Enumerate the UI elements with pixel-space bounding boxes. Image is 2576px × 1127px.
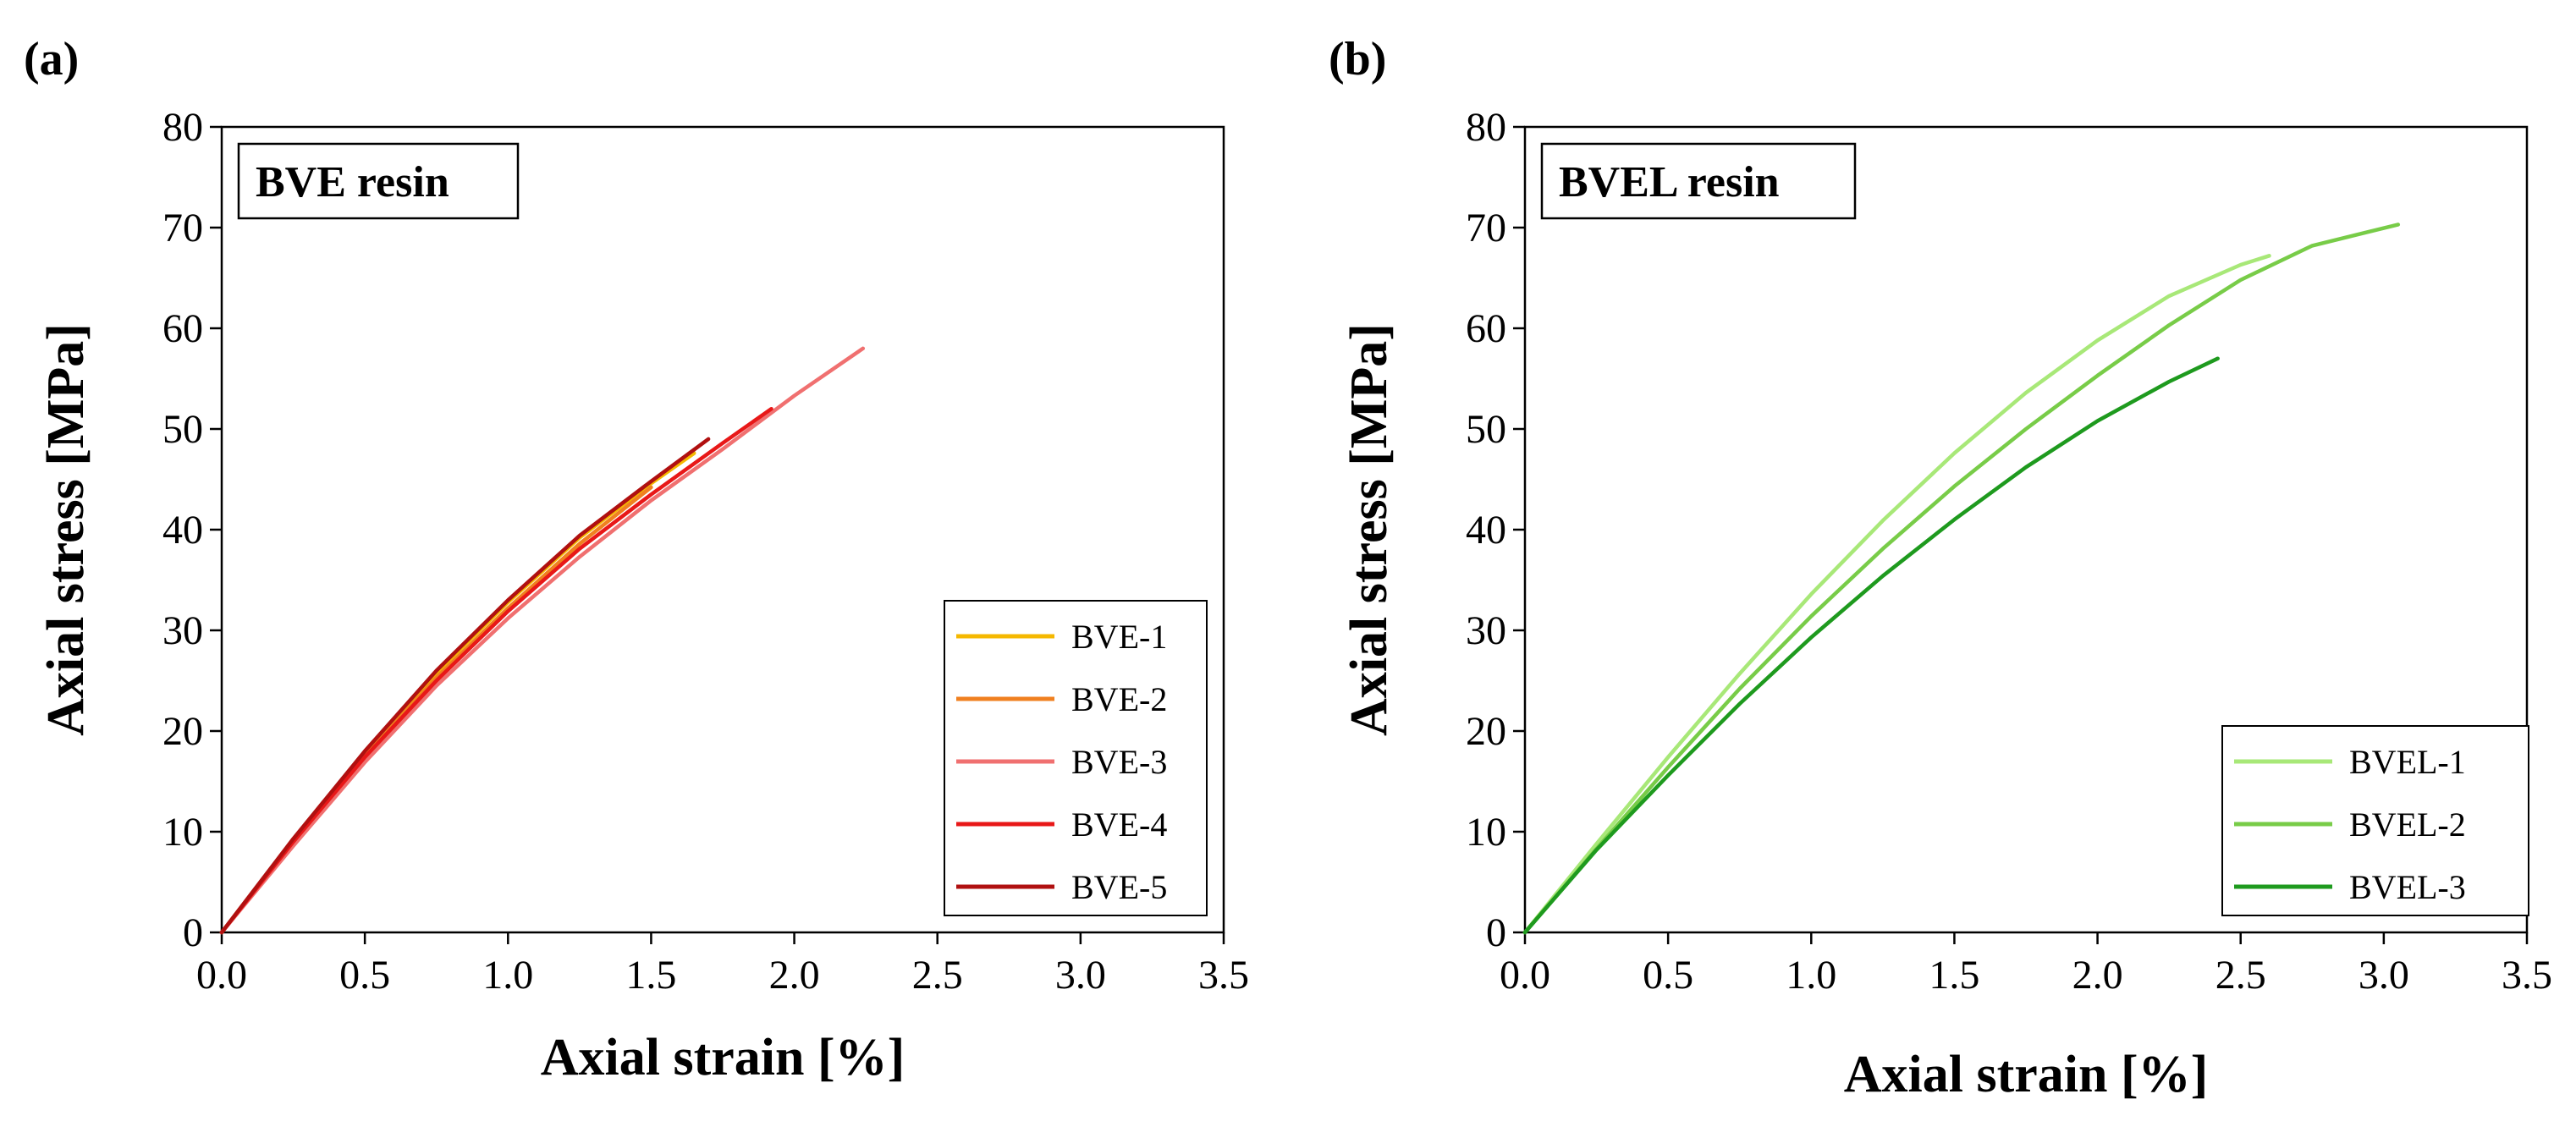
chart-title: BVEL resin — [1559, 158, 1780, 206]
panel-a: (a) 0 10 20 30 40 50 60 70 80 0.0 0.5 1.0 1.5 2.0 2.5 3.… — [24, 33, 1249, 1086]
y-tick-label: 20 — [1466, 709, 1506, 754]
x-tick-label: 2.0 — [2072, 953, 2123, 998]
series-line-bve-4 — [219, 406, 773, 935]
y-tick-label: 0 — [183, 910, 203, 955]
legend-box — [2221, 725, 2529, 916]
y-tick-label: 50 — [1466, 407, 1506, 452]
x-tick-label: 0.0 — [196, 953, 247, 998]
x-axis-title: Axial strain [%] — [541, 1029, 905, 1086]
y-tick-label: 20 — [162, 709, 203, 754]
y-tick-label: 40 — [1466, 508, 1506, 553]
legend-label: BVE-1 — [1071, 618, 1167, 656]
panel-label: (b) — [1329, 33, 1386, 85]
y-tick-label: 40 — [162, 508, 203, 553]
y-tick-label: 30 — [162, 608, 203, 653]
y-tick-label: 0 — [1486, 910, 1506, 955]
x-tick-label: 3.0 — [2359, 953, 2409, 998]
y-tick-label: 10 — [1466, 810, 1506, 855]
legend-label: BVE-2 — [1071, 680, 1167, 718]
y-tick-label: 70 — [1466, 206, 1506, 250]
x-tick-label: 1.5 — [1929, 953, 1979, 998]
x-axis-title: Axial strain [%] — [1844, 1046, 2209, 1103]
x-tick-label: 0.5 — [339, 953, 390, 998]
x-tick-label: 2.5 — [912, 953, 963, 998]
x-tick-label: 1.0 — [1786, 953, 1836, 998]
x-tick-label: 1.0 — [482, 953, 533, 998]
series-line-bve-5 — [219, 437, 711, 935]
y-tick-label: 10 — [162, 810, 203, 855]
y-tick-label: 80 — [162, 105, 203, 150]
title-box — [237, 142, 520, 220]
series-line-bve-2 — [219, 485, 653, 935]
legend-label: BVEL-2 — [2349, 805, 2466, 844]
y-axis-title: Axial stress [MPa] — [1340, 323, 1398, 736]
chart-title: BVE resin — [256, 158, 449, 206]
y-tick-label: 30 — [1466, 608, 1506, 653]
legend-label: BVE-4 — [1071, 805, 1167, 844]
x-tick-label: 3.0 — [1055, 953, 1106, 998]
x-tick-label: 2.5 — [2215, 953, 2266, 998]
y-tick-label: 70 — [162, 206, 203, 250]
legend-label: BVE-5 — [1071, 868, 1167, 906]
legend-box — [944, 600, 1208, 916]
series-line-bvel-3 — [1522, 356, 2220, 935]
x-tick-label: 3.5 — [1198, 953, 1249, 998]
x-tick-label: 3.5 — [2502, 953, 2552, 998]
panel-label: (a) — [24, 33, 79, 85]
legend-label: BVEL-3 — [2349, 868, 2466, 906]
series-line-bvel-2 — [1522, 223, 2401, 935]
y-tick-label: 60 — [162, 306, 203, 351]
x-tick-label: 1.5 — [625, 953, 676, 998]
title-box — [1540, 142, 1857, 220]
x-tick-label: 2.0 — [769, 953, 820, 998]
series-line-bve-3 — [219, 346, 866, 935]
panel-b: (b) 0 10 20 30 40 50 60 70 80 0.0 0.5 1.0 1.5 2.0 2.5 3.… — [1329, 33, 2552, 1103]
legend-label: BVE-3 — [1071, 743, 1167, 781]
y-axis-title: Axial stress [MPa] — [37, 323, 95, 736]
series-line-bve-1 — [219, 451, 696, 935]
y-tick-label: 60 — [1466, 306, 1506, 351]
series-line-bvel-1 — [1522, 254, 2271, 935]
y-tick-label: 80 — [1466, 105, 1506, 150]
x-tick-label: 0.0 — [1500, 953, 1550, 998]
y-tick-label: 50 — [162, 407, 203, 452]
legend-label: BVEL-1 — [2349, 743, 2466, 781]
x-tick-label: 0.5 — [1643, 953, 1693, 998]
